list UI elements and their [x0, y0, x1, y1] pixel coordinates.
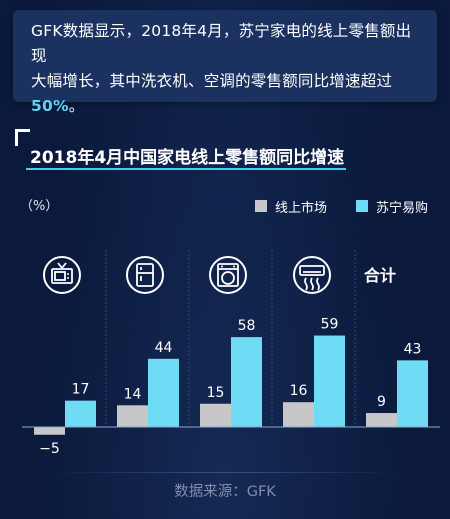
- intro-line-2: 大幅增长，其中洗衣机、空调的零售额同比增速超过: [31, 72, 393, 90]
- source-divider: [50, 472, 400, 473]
- intro-text: GFK数据显示，2018年4月，苏宁家电的线上零售额出现 大幅增长，其中洗衣机、…: [31, 19, 419, 119]
- legend-label-suning: 苏宁易购: [376, 200, 429, 216]
- air-conditioner-icon: [293, 256, 331, 294]
- bar-value-label: 58: [238, 318, 256, 334]
- chart-title: 2018年4月中国家电线上零售额同比增速: [30, 148, 345, 168]
- bar: [314, 335, 345, 427]
- bar-value-label: 59: [321, 317, 339, 333]
- tv-icon: [43, 256, 81, 294]
- legend-label-online: 线上市场: [275, 200, 328, 216]
- legend-item-online: 线上市场: [255, 198, 328, 216]
- refrigerator-icon: [126, 256, 164, 294]
- title-underline: [26, 168, 346, 170]
- bar-value-label: 15: [207, 385, 225, 401]
- bar: [366, 413, 397, 427]
- bar: [117, 405, 148, 427]
- data-source: 数据来源：GFK: [174, 484, 276, 500]
- legend-item-suning: 苏宁易购: [356, 198, 429, 216]
- bar: [397, 360, 428, 427]
- intro-line-1: GFK数据显示，2018年4月，苏宁家电的线上零售额出现: [31, 22, 412, 65]
- intro-end: 。: [68, 97, 85, 115]
- intro-box: GFK数据显示，2018年4月，苏宁家电的线上零售额出现 大幅增长，其中洗衣机、…: [13, 10, 437, 115]
- bar-value-label: 44: [155, 340, 173, 356]
- bar-value-label: 17: [72, 382, 90, 398]
- legend-swatch-online: [255, 200, 267, 212]
- bar-value-label: −5: [39, 441, 60, 457]
- category-label-total: 合计: [364, 266, 396, 285]
- bar-value-label: 43: [404, 341, 422, 357]
- title-bracket: [15, 129, 30, 146]
- intro-highlight: 50%: [31, 97, 69, 115]
- bar-value-label: 16: [290, 383, 308, 399]
- bar-value-label: 14: [124, 386, 142, 402]
- bar: [34, 427, 65, 435]
- bar: [200, 403, 231, 427]
- bar: [231, 337, 262, 427]
- bar: [65, 400, 96, 427]
- bar: [283, 402, 314, 427]
- washing-machine-icon: [209, 256, 247, 294]
- unit-label: （%）: [20, 199, 59, 214]
- legend-swatch-suning: [356, 200, 368, 212]
- bar: [148, 358, 179, 427]
- bar-value-label: 9: [377, 394, 386, 410]
